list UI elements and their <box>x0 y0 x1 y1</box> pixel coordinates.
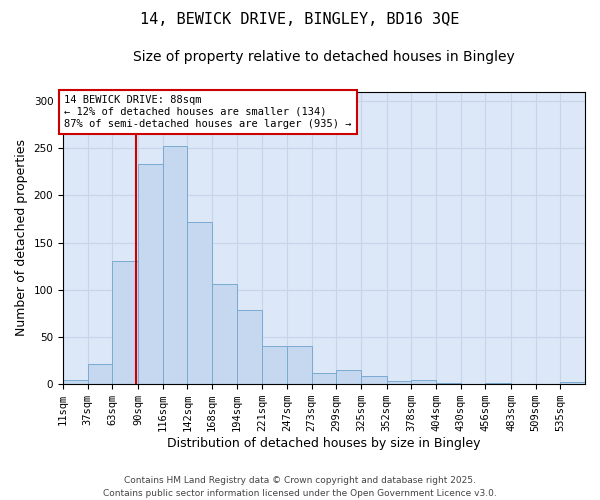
Bar <box>412 380 436 384</box>
Bar <box>237 310 262 384</box>
Text: 14, BEWICK DRIVE, BINGLEY, BD16 3QE: 14, BEWICK DRIVE, BINGLEY, BD16 3QE <box>140 12 460 28</box>
Bar <box>63 380 88 384</box>
Bar <box>311 373 337 384</box>
Bar <box>386 382 412 384</box>
Bar <box>187 222 212 384</box>
Bar <box>361 376 386 384</box>
Bar <box>287 346 311 384</box>
Y-axis label: Number of detached properties: Number of detached properties <box>15 140 28 336</box>
Bar <box>212 284 237 384</box>
Bar <box>337 370 361 384</box>
Bar <box>112 262 138 384</box>
Title: Size of property relative to detached houses in Bingley: Size of property relative to detached ho… <box>133 50 515 64</box>
Bar <box>163 146 187 384</box>
Bar <box>560 382 585 384</box>
Text: Contains HM Land Registry data © Crown copyright and database right 2025.
Contai: Contains HM Land Registry data © Crown c… <box>103 476 497 498</box>
Bar <box>88 364 112 384</box>
Text: 14 BEWICK DRIVE: 88sqm
← 12% of detached houses are smaller (134)
87% of semi-de: 14 BEWICK DRIVE: 88sqm ← 12% of detached… <box>64 96 352 128</box>
X-axis label: Distribution of detached houses by size in Bingley: Distribution of detached houses by size … <box>167 437 481 450</box>
Bar <box>262 346 287 384</box>
Bar <box>138 164 163 384</box>
